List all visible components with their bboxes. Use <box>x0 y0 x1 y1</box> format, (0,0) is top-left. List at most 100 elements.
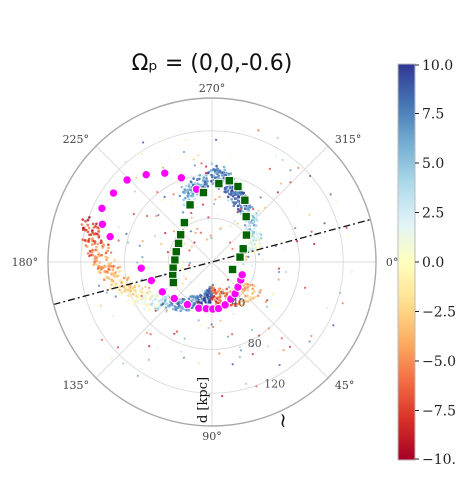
particle <box>93 257 97 261</box>
particle <box>102 243 105 246</box>
particle <box>107 246 110 250</box>
particle <box>241 291 244 295</box>
particle <box>275 382 278 385</box>
particle <box>143 300 146 304</box>
particle <box>238 190 242 194</box>
particle <box>187 185 191 188</box>
particle <box>140 367 143 371</box>
particle <box>188 261 191 265</box>
particle <box>251 206 254 209</box>
particle <box>229 225 232 228</box>
magenta-orbit-point <box>160 168 170 178</box>
particle <box>239 297 242 301</box>
particle <box>132 298 136 302</box>
particle <box>84 244 88 247</box>
particle <box>160 162 163 165</box>
particle <box>206 179 209 183</box>
particle <box>196 182 199 186</box>
magenta-orbit-point <box>141 169 151 180</box>
particle <box>115 274 119 277</box>
particle <box>278 363 281 367</box>
particle <box>297 166 300 169</box>
particle <box>205 238 209 241</box>
particle <box>117 239 120 242</box>
particle <box>182 203 186 207</box>
particle <box>140 152 143 156</box>
colorbar-tick-label: 5.0 <box>422 156 444 172</box>
particle <box>163 195 166 198</box>
particle <box>162 199 165 202</box>
particle <box>84 219 87 223</box>
particle <box>144 297 148 301</box>
magenta-orbit-point <box>105 231 115 242</box>
particle <box>230 198 233 201</box>
particle <box>252 207 255 211</box>
particle <box>136 300 140 304</box>
particle <box>106 256 110 260</box>
particle <box>149 297 152 301</box>
particle <box>239 349 243 352</box>
particle <box>185 139 188 142</box>
particle <box>148 345 151 348</box>
radial-tick-labels: 40 80 120 <box>231 297 285 391</box>
angular-gridline <box>211 261 329 379</box>
particle <box>209 234 212 237</box>
particle <box>81 218 84 221</box>
particle <box>309 174 312 178</box>
particle <box>212 168 215 171</box>
particle <box>94 248 97 252</box>
particle <box>184 196 187 200</box>
particle <box>95 245 98 249</box>
magenta-orbit-point <box>146 275 157 286</box>
particle <box>248 221 251 224</box>
particle <box>153 294 157 297</box>
particle <box>102 278 106 282</box>
particle <box>257 209 260 212</box>
particle <box>114 271 117 274</box>
particle <box>161 302 165 306</box>
particle <box>213 288 216 292</box>
particle <box>251 283 254 286</box>
particle <box>194 296 198 300</box>
particle <box>97 234 101 238</box>
particle <box>247 255 250 258</box>
particle <box>96 232 99 236</box>
particle <box>137 294 140 297</box>
particle <box>109 287 113 290</box>
particle <box>288 345 292 348</box>
particle <box>248 246 251 249</box>
particle <box>124 160 127 163</box>
particle <box>98 270 101 274</box>
particle <box>222 171 226 174</box>
particle <box>87 240 90 243</box>
particle <box>175 330 179 333</box>
particle <box>251 287 254 291</box>
particle <box>152 297 156 301</box>
particle <box>203 180 207 183</box>
particle <box>247 209 250 212</box>
particle <box>187 308 191 312</box>
particle <box>219 171 222 174</box>
polar-frame <box>47 97 377 427</box>
particle <box>198 177 201 181</box>
particle <box>258 291 261 294</box>
particle <box>323 222 326 225</box>
particle <box>249 283 252 287</box>
particle <box>197 154 200 157</box>
particle <box>216 171 219 175</box>
particle <box>182 198 185 202</box>
particle <box>233 220 236 223</box>
particle <box>295 203 298 207</box>
particle <box>98 265 102 269</box>
particle <box>268 167 271 170</box>
particle <box>205 174 208 177</box>
particle <box>91 222 95 226</box>
particle <box>201 183 204 186</box>
particle <box>212 290 215 294</box>
particle <box>253 243 256 246</box>
particle <box>329 193 332 196</box>
particle <box>166 294 170 298</box>
particle <box>171 303 174 307</box>
particle <box>280 337 283 340</box>
particle <box>235 197 238 200</box>
